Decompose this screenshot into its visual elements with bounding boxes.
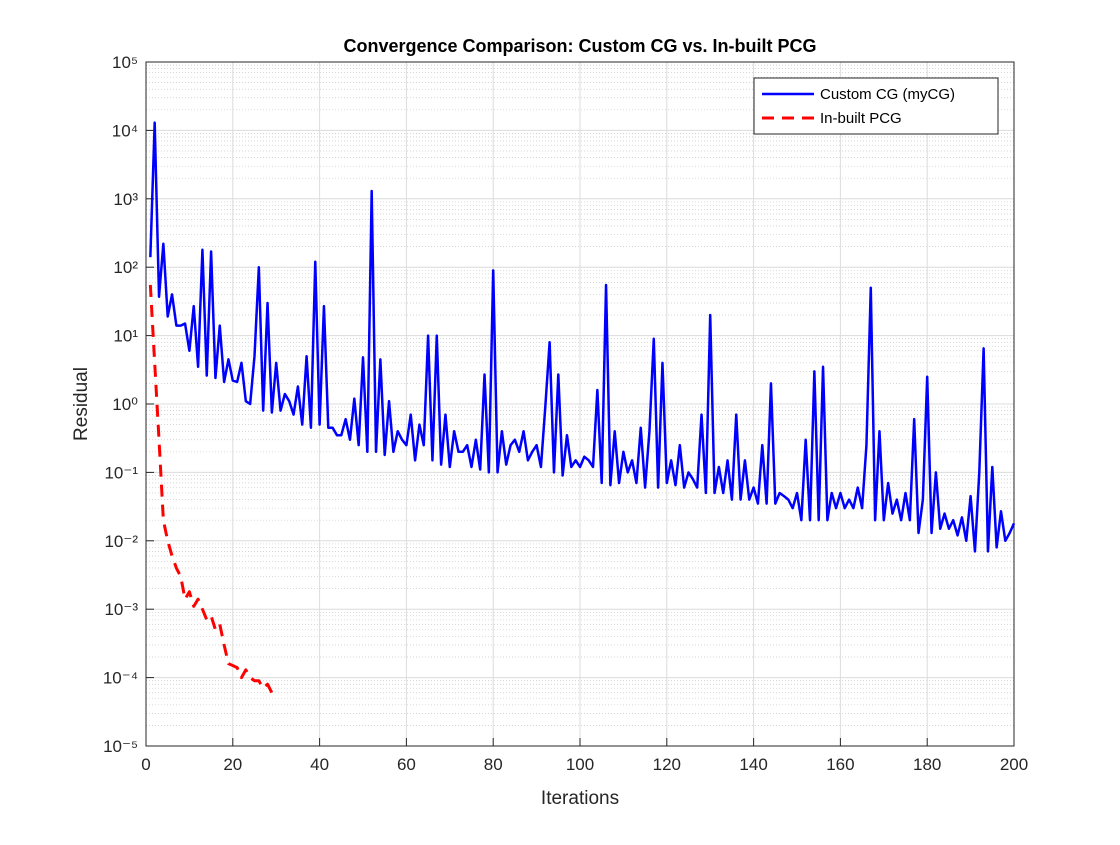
x-tick-label: 200 <box>1000 755 1028 774</box>
y-tick-label: 10⁻⁴ <box>103 669 138 688</box>
y-tick-label: 10³ <box>113 190 138 209</box>
x-tick-label: 20 <box>223 755 242 774</box>
legend-box <box>753 77 999 135</box>
legend-label: In-built PCG <box>820 110 902 127</box>
x-tick-label: 40 <box>310 755 329 774</box>
y-tick-label: 10⁻³ <box>104 600 138 619</box>
x-tick-label: 0 <box>141 755 150 774</box>
y-tick-label: 10⁻⁵ <box>103 737 138 756</box>
y-tick-label: 10² <box>113 258 138 277</box>
y-tick-label: 10⁻² <box>104 532 138 551</box>
y-tick-label: 10⁰ <box>112 395 138 414</box>
y-tick-label: 10¹ <box>113 327 138 346</box>
x-tick-label: 120 <box>653 755 681 774</box>
x-tick-label: 160 <box>826 755 854 774</box>
chart-title: Convergence Comparison: Custom CG vs. In… <box>343 36 816 56</box>
x-tick-label: 60 <box>397 755 416 774</box>
y-tick-label: 10⁵ <box>112 53 138 72</box>
data-line <box>149 121 1016 553</box>
x-axis-label: Iterations <box>541 788 619 809</box>
data-line <box>148 284 274 694</box>
x-tick-label: 100 <box>566 755 594 774</box>
y-axis-label: Residual <box>71 367 92 441</box>
plot-frame <box>145 61 1015 747</box>
x-tick-label: 140 <box>739 755 767 774</box>
x-tick-label: 180 <box>913 755 941 774</box>
x-tick-label: 80 <box>484 755 503 774</box>
y-tick-label: 10⁻¹ <box>104 463 138 482</box>
y-tick-label: 10⁴ <box>112 121 138 140</box>
legend-label: Custom CG (myCG) <box>820 86 955 103</box>
